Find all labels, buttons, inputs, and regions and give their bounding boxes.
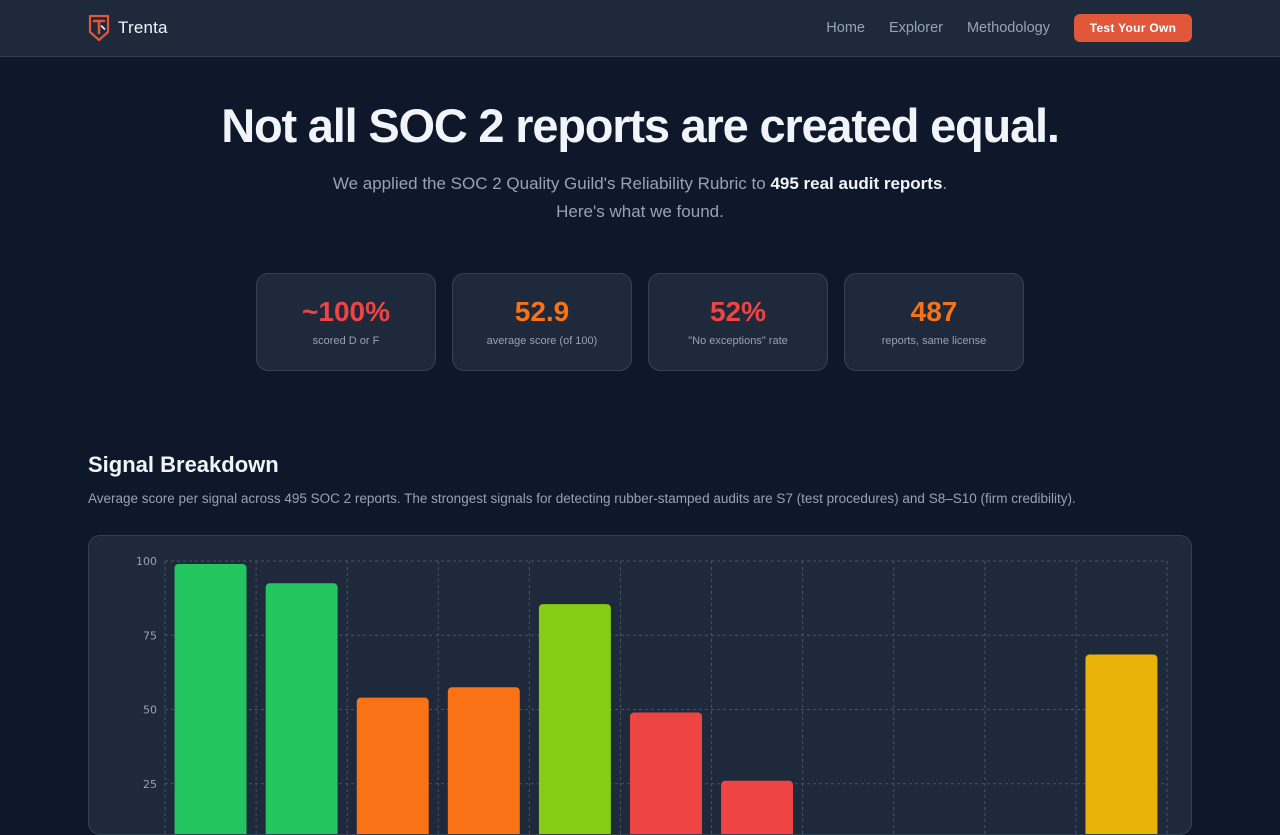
bar[interactable] [265,583,338,835]
y-tick-label: 75 [143,629,157,642]
bar[interactable] [538,604,611,835]
bar[interactable] [356,697,429,835]
stat-label: "No exceptions" rate [688,335,788,347]
top-navbar: Trenta Home Explorer Methodology Test Yo… [0,0,1280,57]
nav-link-home[interactable]: Home [826,20,865,36]
hero-subtitle-text: We applied the SOC 2 Quality Guild's Rel… [332,174,771,193]
hero-subtitle: We applied the SOC 2 Quality Guild's Rel… [0,170,1280,226]
bar[interactable] [447,687,520,835]
bar[interactable] [630,712,702,835]
stat-card: 52.9 average score (of 100) [452,273,632,371]
stat-card: 52% "No exceptions" rate [648,273,828,371]
test-your-own-button[interactable]: Test Your Own [1074,14,1192,42]
section-description: Average score per signal across 495 SOC … [88,491,1076,506]
y-tick-label: 25 [143,778,157,791]
stat-label: scored D or F [312,335,380,347]
stat-value: 52.9 [514,296,570,327]
nav-link-methodology[interactable]: Methodology [966,20,1050,36]
hero-subtitle-period: . [942,174,948,193]
section-title: Signal Breakdown [88,452,279,477]
nav-link-explorer[interactable]: Explorer [888,20,943,36]
nav-links: Home Explorer Methodology Test Your Own [826,14,1192,42]
stat-label: average score (of 100) [486,335,598,347]
brand-name: Trenta [118,18,168,37]
bar[interactable] [174,563,247,835]
y-tick-label: 100 [136,555,157,568]
signal-breakdown-chart: 100 75 50 25 [88,535,1192,835]
brand-link[interactable]: Trenta [88,14,168,42]
hero-subtitle-line2: Here's what we found. [556,202,724,221]
bar[interactable] [1085,654,1158,835]
stat-value: 487 [910,296,958,327]
page-title: Not all SOC 2 reports are created equal. [221,99,1060,152]
y-tick-label: 50 [143,704,157,717]
stat-label: reports, same license [881,335,987,347]
stat-card: 487 reports, same license [844,273,1024,371]
chart-svg: 100 75 50 25 [136,555,1168,835]
trenta-logo-icon [88,14,110,42]
stat-value: 52% [709,296,767,327]
stats-row: ~100% scored D or F 52.9 average score (… [256,273,1024,371]
hero-subtitle-highlight: 495 real audit reports [770,174,943,193]
bar[interactable] [721,780,794,835]
stat-card: ~100% scored D or F [256,273,436,371]
stat-value: ~100% [302,296,390,327]
